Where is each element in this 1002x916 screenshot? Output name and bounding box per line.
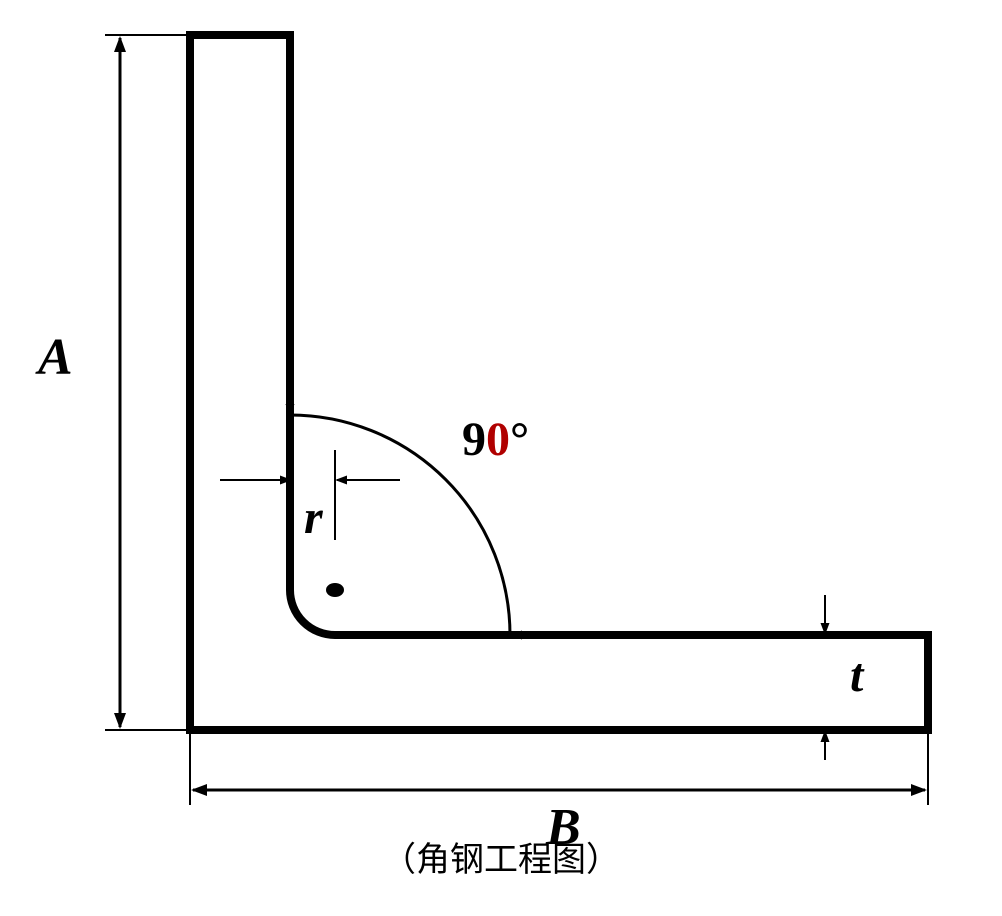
- angle-steel-diagram: A B t r 90° （角钢工程图）: [0, 0, 1002, 911]
- extension-lines-B: [190, 732, 928, 805]
- extension-lines-A: [105, 35, 188, 730]
- angle-0: 0: [486, 413, 510, 466]
- label-A: A: [38, 328, 73, 387]
- angle-9: 9: [462, 413, 486, 466]
- angle-deg: °: [510, 413, 529, 466]
- label-t: t: [850, 648, 863, 703]
- fillet-center-mark: [326, 583, 344, 597]
- label-r: r: [304, 490, 323, 545]
- diagram-caption: （角钢工程图）: [382, 832, 620, 881]
- label-angle: 90°: [462, 412, 529, 467]
- angle-profile: [190, 35, 928, 730]
